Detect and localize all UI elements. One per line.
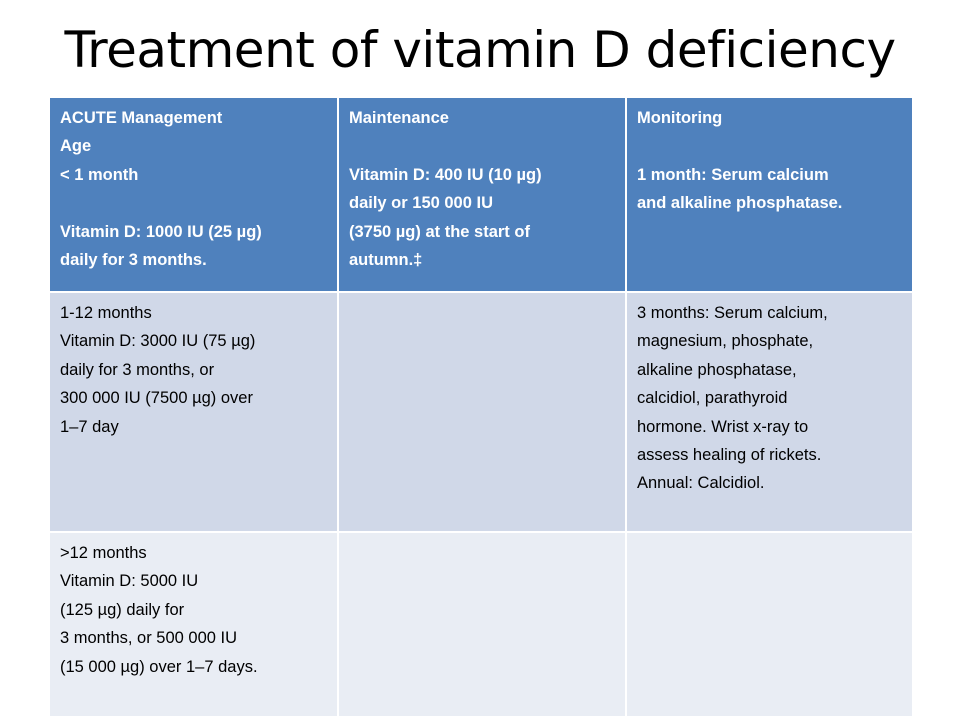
table-row: >12 months Vitamin D: 5000 IU (125 µg) d… bbox=[48, 531, 914, 718]
header-cell-acute-management: ACUTE Management Age < 1 month Vitamin D… bbox=[48, 96, 339, 293]
treatment-table: ACUTE Management Age < 1 month Vitamin D… bbox=[48, 96, 914, 718]
cell-monitoring-empty bbox=[625, 531, 914, 718]
table-row: 1-12 months Vitamin D: 3000 IU (75 µg) d… bbox=[48, 291, 914, 533]
cell-maintenance-empty bbox=[337, 531, 627, 718]
header-cell-monitoring: Monitoring 1 month: Serum calcium and al… bbox=[625, 96, 914, 293]
cell-age-over-12-months: >12 months Vitamin D: 5000 IU (125 µg) d… bbox=[48, 531, 339, 718]
header-cell-maintenance: Maintenance Vitamin D: 400 IU (10 µg) da… bbox=[337, 96, 627, 293]
cell-maintenance-empty bbox=[337, 291, 627, 533]
cell-age-1-12-months: 1-12 months Vitamin D: 3000 IU (75 µg) d… bbox=[48, 291, 339, 533]
cell-monitoring-3-months: 3 months: Serum calcium, magnesium, phos… bbox=[625, 291, 914, 533]
table-header-row: ACUTE Management Age < 1 month Vitamin D… bbox=[48, 96, 914, 293]
slide-title: Treatment of vitamin D deficiency bbox=[64, 21, 896, 79]
